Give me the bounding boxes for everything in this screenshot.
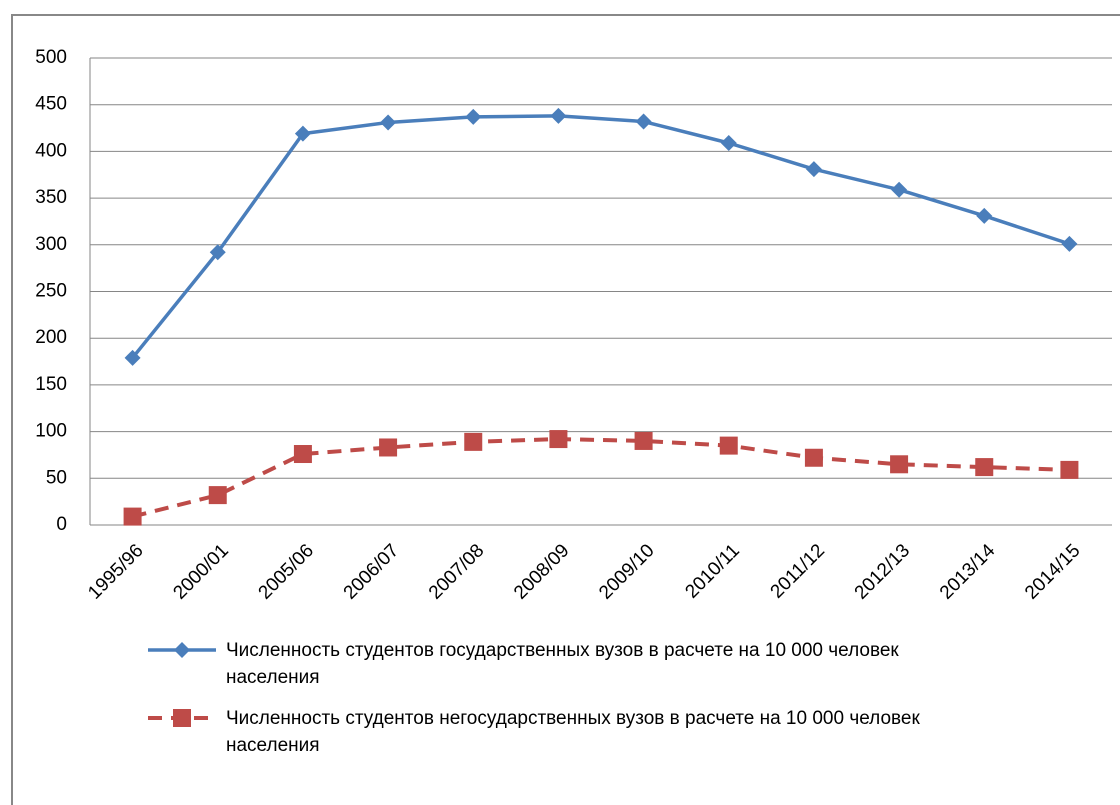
series-line [131, 114, 1070, 359]
legend-item: Численность студентов государственных ву… [148, 637, 968, 691]
marker [293, 445, 312, 464]
legend-swatch [148, 709, 216, 727]
marker [209, 244, 226, 261]
marker [634, 431, 653, 450]
legend-item: Численность студентов негосударственных … [148, 705, 968, 759]
x-tick-label: 2012/13 [851, 540, 914, 603]
marker [208, 486, 227, 505]
marker [380, 114, 397, 131]
marker [1060, 460, 1079, 479]
legend-label: Численность студентов негосударственных … [226, 708, 920, 756]
marker [720, 134, 737, 151]
x-tick-label: 2009/10 [595, 540, 658, 603]
x-tick-label: 2008/09 [510, 540, 573, 603]
series-line [132, 437, 1070, 519]
marker [549, 430, 568, 449]
legend-label: Численность студентов государственных ву… [226, 640, 899, 688]
x-tick-label: 2006/07 [340, 540, 403, 603]
marker [719, 436, 738, 455]
x-tick-label: 2014/15 [1021, 540, 1084, 603]
x-tick-label: 2013/14 [936, 540, 1000, 604]
y-tick-label: 500 [35, 47, 67, 68]
y-tick-label: 150 [35, 374, 67, 395]
marker [465, 108, 482, 125]
marker [379, 438, 398, 457]
marker [635, 113, 652, 130]
y-tick-label: 100 [35, 421, 67, 442]
marker [805, 161, 822, 178]
y-tick-label: 0 [56, 514, 67, 535]
chart-frame [11, 14, 1120, 805]
marker [124, 349, 141, 366]
x-tick-label: 2000/01 [169, 540, 232, 603]
x-tick-label: 2005/06 [255, 540, 318, 603]
marker [891, 181, 908, 198]
y-tick-label: 250 [35, 281, 67, 302]
x-tick-label: 2011/12 [767, 540, 829, 602]
x-tick-label: 1995/96 [84, 540, 147, 603]
y-tick-label: 300 [35, 234, 67, 255]
y-tick-label: 350 [35, 187, 67, 208]
marker [890, 455, 909, 474]
y-tick-label: 50 [46, 467, 67, 488]
marker [294, 125, 311, 142]
marker [123, 507, 142, 526]
marker [975, 458, 994, 477]
x-tick-label: 2010/11 [681, 540, 743, 602]
marker [550, 107, 567, 124]
x-tick-label: 2007/08 [425, 540, 488, 603]
marker [1061, 235, 1078, 252]
legend-swatch [148, 642, 216, 658]
y-tick-label: 200 [35, 327, 67, 348]
marker [804, 448, 823, 467]
marker [464, 432, 483, 451]
marker [174, 642, 190, 658]
y-tick-label: 450 [35, 94, 67, 115]
y-tick-label: 400 [35, 140, 67, 161]
marker [173, 709, 191, 727]
marker [976, 207, 993, 224]
